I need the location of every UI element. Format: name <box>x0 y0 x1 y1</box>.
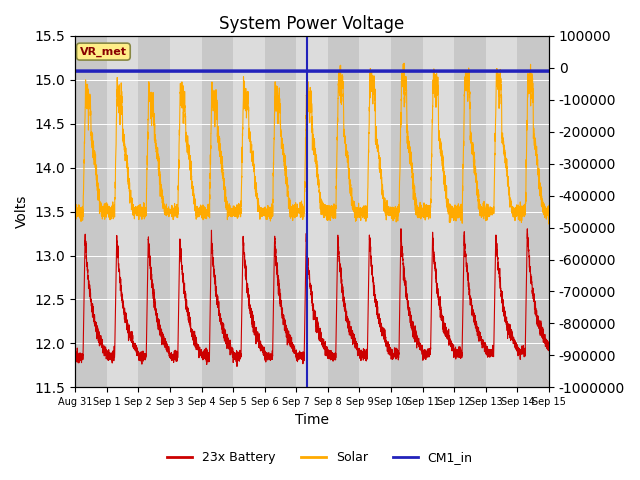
Bar <box>75 36 107 387</box>
Bar <box>454 36 486 387</box>
X-axis label: Time: Time <box>295 413 329 427</box>
Bar <box>265 36 296 387</box>
Legend: 23x Battery, Solar, CM1_in: 23x Battery, Solar, CM1_in <box>163 446 477 469</box>
Bar <box>328 36 360 387</box>
Text: VR_met: VR_met <box>80 47 127 57</box>
Bar <box>202 36 233 387</box>
Title: System Power Voltage: System Power Voltage <box>220 15 404 33</box>
Y-axis label: Volts: Volts <box>15 195 29 228</box>
Bar <box>391 36 422 387</box>
Bar <box>138 36 170 387</box>
Bar <box>517 36 549 387</box>
